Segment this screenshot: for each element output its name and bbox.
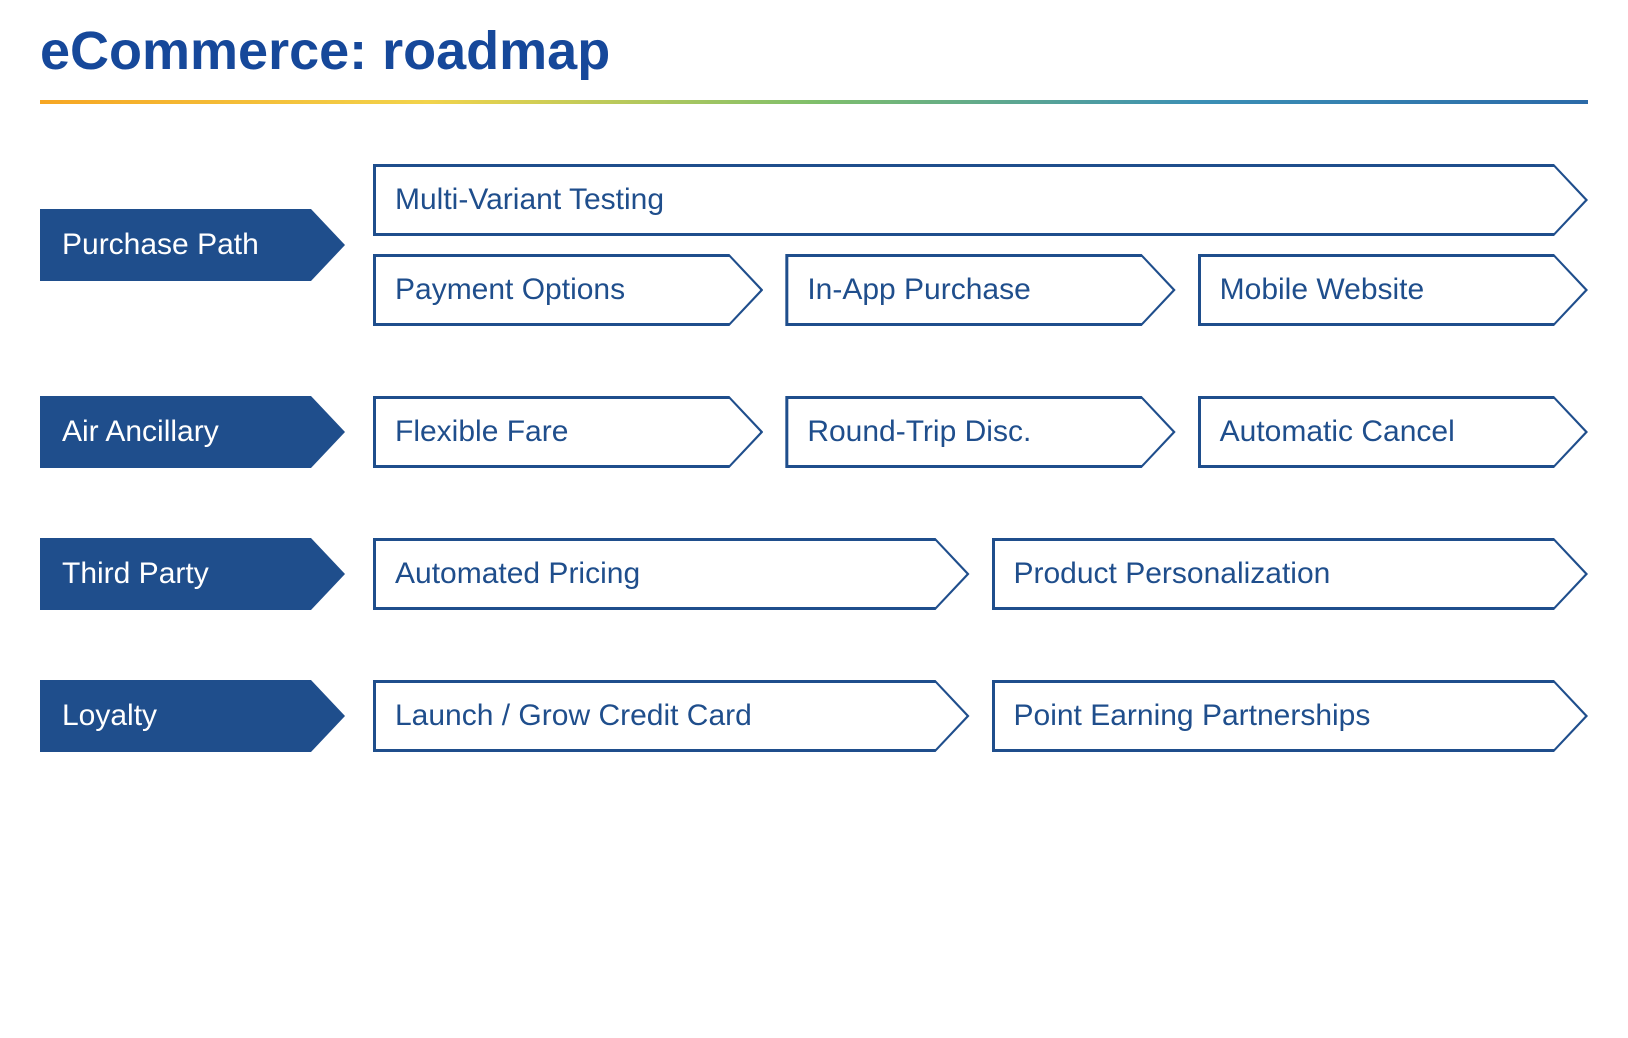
item-label: Product Personalization: [992, 538, 1589, 610]
item-arrow: In-App Purchase: [785, 254, 1175, 326]
items-column: Flexible Fare Round-Trip Disc. Automatic C…: [373, 396, 1588, 468]
items-row: Payment Options In-App Purchase Mobile Web…: [373, 254, 1588, 326]
roadmap-rows: Purchase Path Multi-Variant Testing Paymen…: [40, 164, 1588, 752]
slide: eCommerce: roadmap Purchase Path Multi-Va…: [0, 0, 1628, 1038]
item-arrow: Automated Pricing: [373, 538, 970, 610]
items-row: Flexible Fare Round-Trip Disc. Automatic C…: [373, 396, 1588, 468]
item-label: Automatic Cancel: [1198, 396, 1588, 468]
category-arrow: Air Ancillary: [40, 396, 345, 468]
item-arrow: Point Earning Partnerships: [992, 680, 1589, 752]
item-label: Mobile Website: [1198, 254, 1588, 326]
item-label: Multi-Variant Testing: [373, 164, 1588, 236]
item-arrow: Launch / Grow Credit Card: [373, 680, 970, 752]
item-arrow: Payment Options: [373, 254, 763, 326]
roadmap-row: Purchase Path Multi-Variant Testing Paymen…: [40, 164, 1588, 326]
item-arrow: Product Personalization: [992, 538, 1589, 610]
items-row: Launch / Grow Credit Card Point Earning P…: [373, 680, 1588, 752]
item-label: Point Earning Partnerships: [992, 680, 1589, 752]
item-label: In-App Purchase: [785, 254, 1175, 326]
category-arrow: Third Party: [40, 538, 345, 610]
items-column: Launch / Grow Credit Card Point Earning P…: [373, 680, 1588, 752]
category-arrow: Loyalty: [40, 680, 345, 752]
category-arrow: Purchase Path: [40, 209, 345, 281]
roadmap-row: Third Party Automated Pricing Product Pers…: [40, 538, 1588, 610]
roadmap-row: Loyalty Launch / Grow Credit Card Point Ea…: [40, 680, 1588, 752]
items-row: Multi-Variant Testing: [373, 164, 1588, 236]
item-label: Launch / Grow Credit Card: [373, 680, 970, 752]
item-label: Round-Trip Disc.: [785, 396, 1175, 468]
item-arrow: Round-Trip Disc.: [785, 396, 1175, 468]
item-arrow: Multi-Variant Testing: [373, 164, 1588, 236]
item-label: Flexible Fare: [373, 396, 763, 468]
item-arrow: Mobile Website: [1198, 254, 1588, 326]
item-label: Payment Options: [373, 254, 763, 326]
items-row: Automated Pricing Product Personalization: [373, 538, 1588, 610]
items-column: Automated Pricing Product Personalization: [373, 538, 1588, 610]
items-column: Multi-Variant Testing Payment Options In-A…: [373, 164, 1588, 326]
slide-title: eCommerce: roadmap: [40, 20, 1588, 82]
item-label: Automated Pricing: [373, 538, 970, 610]
roadmap-row: Air Ancillary Flexible Fare Round-Trip Dis…: [40, 396, 1588, 468]
item-arrow: Flexible Fare: [373, 396, 763, 468]
item-arrow: Automatic Cancel: [1198, 396, 1588, 468]
divider-line: [40, 100, 1588, 104]
